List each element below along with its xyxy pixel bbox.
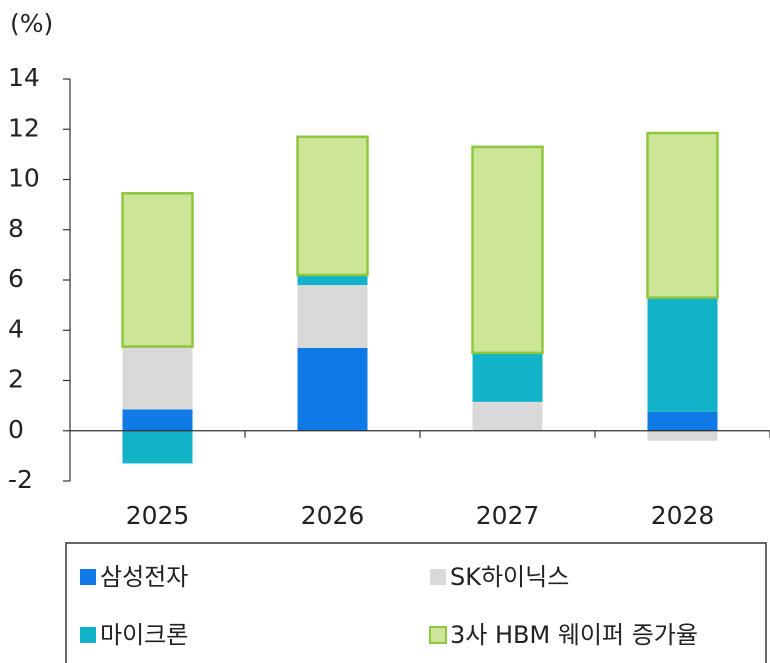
y-tick-label: 2 xyxy=(8,365,24,394)
legend-swatch xyxy=(80,627,96,643)
legend-swatch xyxy=(429,626,447,644)
legend-swatch xyxy=(430,569,446,585)
y-tick-label: 10 xyxy=(8,164,40,193)
y-tick-label: 6 xyxy=(8,264,24,293)
bar-segment xyxy=(122,409,193,431)
legend-box xyxy=(65,542,767,663)
y-axis-label: (%) xyxy=(10,9,53,38)
y-tick-label: 4 xyxy=(8,314,24,343)
bar-segment xyxy=(647,411,718,431)
bar-segment xyxy=(122,346,193,410)
legend-swatch xyxy=(80,569,96,585)
bar-segment xyxy=(472,401,543,431)
bar-segment xyxy=(296,135,369,277)
y-tick-label: 12 xyxy=(8,113,40,142)
bar-segment xyxy=(297,285,368,348)
y-tick-label: 8 xyxy=(8,214,24,243)
y-tick-label: -2 xyxy=(8,465,33,494)
bar-segment xyxy=(122,430,193,464)
bar-segment xyxy=(471,145,544,355)
y-tick-label: 14 xyxy=(8,63,40,92)
x-tick-label: 2027 xyxy=(476,501,540,530)
bar-segment xyxy=(647,297,718,412)
y-tick-label: 0 xyxy=(8,415,24,444)
legend-label: 마이크론 xyxy=(100,621,188,649)
x-tick-label: 2025 xyxy=(126,501,190,530)
legend-label: 3사 HBM 웨이퍼 증가율 xyxy=(450,621,698,649)
x-tick-label: 2028 xyxy=(651,501,715,530)
bar-segment xyxy=(647,430,718,441)
bar-segment xyxy=(646,131,719,299)
bar-segment xyxy=(297,347,368,431)
x-tick-label: 2026 xyxy=(301,501,365,530)
bar-segment xyxy=(121,192,194,348)
legend-label: SK하이닉스 xyxy=(450,563,569,591)
legend-label: 삼성전자 xyxy=(100,563,188,591)
bar-segment xyxy=(297,274,368,286)
bar-segment xyxy=(472,352,543,402)
